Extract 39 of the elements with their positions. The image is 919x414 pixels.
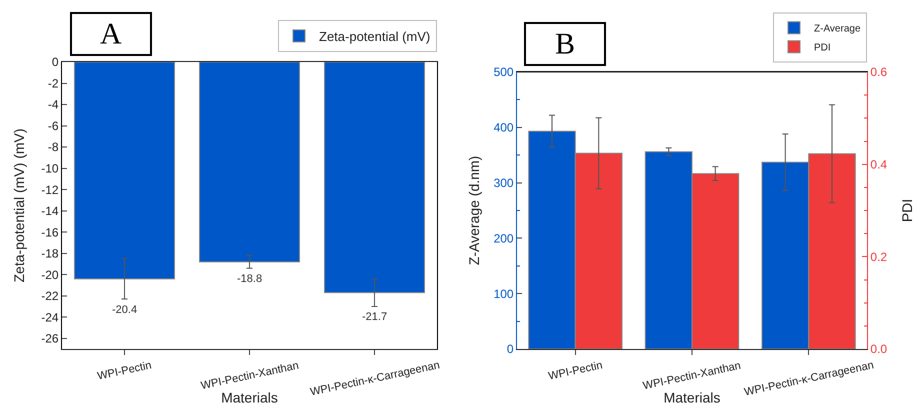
legend-label: Zeta-potential (mV) bbox=[319, 28, 430, 44]
y-tick-label: 0 bbox=[52, 55, 59, 70]
data-label: -21.7 bbox=[362, 311, 388, 323]
y-tick-label: -4 bbox=[48, 98, 59, 112]
data-label: -20.4 bbox=[112, 304, 138, 316]
y-tick-label: 100 bbox=[494, 286, 514, 301]
y-tick-label: -10 bbox=[41, 162, 59, 176]
y-tick-label: -22 bbox=[41, 289, 59, 304]
x-axis-title: Materials bbox=[664, 389, 720, 406]
y-tick-label: -26 bbox=[41, 332, 59, 346]
y-tick-label: -8 bbox=[48, 140, 59, 154]
x-tick-label: WPI-Pectin bbox=[547, 359, 604, 383]
y-tick-label: 200 bbox=[494, 231, 514, 246]
legend-label: Z-Average bbox=[814, 24, 861, 35]
legend-label: PDI bbox=[814, 42, 831, 54]
y2-tick-label: 0.0 bbox=[870, 342, 888, 356]
x-tick-label: WPI-Pectin bbox=[96, 359, 153, 383]
y-tick-label: -12 bbox=[41, 182, 59, 197]
y-axis-title: Z-Average (d.nm) bbox=[466, 156, 482, 266]
y-tick-label: -18 bbox=[41, 246, 59, 261]
y-tick-label: -2 bbox=[48, 76, 59, 90]
y-tick-label: -16 bbox=[41, 225, 59, 240]
y-tick-label: 0 bbox=[506, 342, 514, 356]
y2-axis-title: PDI bbox=[899, 198, 915, 222]
y-axis-title: Zeta-potential (mV) (mV) bbox=[11, 128, 27, 283]
y2-tick-label: 0.6 bbox=[870, 65, 888, 80]
y-tick-label: -20 bbox=[41, 268, 59, 282]
y-tick-label: 500 bbox=[494, 65, 514, 80]
y-tick-label: -24 bbox=[41, 310, 59, 324]
y-tick-label: 300 bbox=[494, 176, 514, 190]
y2-tick-label: 0.4 bbox=[870, 158, 888, 172]
y-tick-label: -14 bbox=[41, 204, 59, 218]
y2-tick-label: 0.2 bbox=[870, 250, 888, 264]
x-axis-title: Materials bbox=[221, 389, 278, 406]
y-tick-label: -6 bbox=[48, 118, 59, 133]
y-tick-label: 400 bbox=[494, 120, 514, 135]
data-label: -18.8 bbox=[237, 273, 262, 285]
chart-title: A bbox=[100, 18, 122, 50]
chart-title: B bbox=[554, 28, 576, 60]
